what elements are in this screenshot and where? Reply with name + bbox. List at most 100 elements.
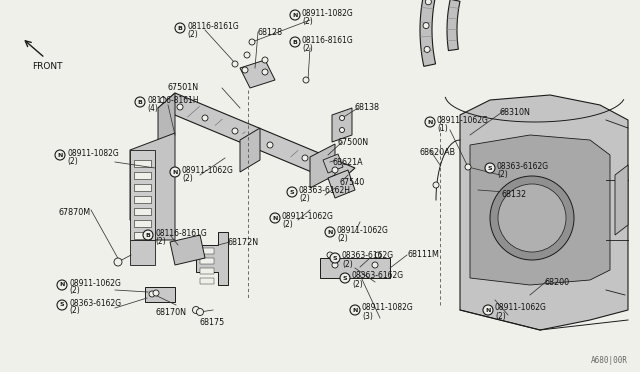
Text: N: N — [172, 170, 178, 174]
Text: (4): (4) — [147, 103, 158, 112]
Polygon shape — [134, 220, 151, 227]
Text: 08911-1062G: 08911-1062G — [182, 166, 234, 174]
Circle shape — [160, 97, 166, 103]
Circle shape — [143, 230, 153, 240]
Circle shape — [114, 258, 122, 266]
Text: 67540: 67540 — [340, 178, 365, 187]
Polygon shape — [200, 268, 214, 274]
Circle shape — [135, 97, 145, 107]
Text: 68138: 68138 — [355, 103, 380, 112]
Polygon shape — [240, 128, 260, 172]
Polygon shape — [145, 287, 175, 302]
Circle shape — [302, 155, 308, 161]
Circle shape — [490, 176, 574, 260]
Text: S: S — [290, 189, 294, 195]
Text: 08911-1082G: 08911-1082G — [302, 9, 354, 17]
Text: 68175: 68175 — [200, 318, 225, 327]
Text: (2): (2) — [302, 44, 313, 52]
Circle shape — [57, 280, 67, 290]
Circle shape — [262, 69, 268, 75]
Polygon shape — [328, 170, 355, 198]
Text: A680|00R: A680|00R — [591, 356, 628, 365]
Text: 68132: 68132 — [502, 190, 527, 199]
Polygon shape — [447, 0, 460, 51]
Circle shape — [244, 52, 250, 58]
Text: (2): (2) — [155, 237, 166, 246]
Circle shape — [242, 67, 248, 73]
Circle shape — [433, 182, 439, 188]
Text: 68170N: 68170N — [155, 308, 186, 317]
Text: S: S — [342, 276, 348, 280]
Circle shape — [193, 307, 200, 314]
Text: (2): (2) — [187, 29, 198, 38]
Text: 08911-1062G: 08911-1062G — [337, 225, 389, 234]
Circle shape — [485, 163, 495, 173]
Text: B: B — [138, 99, 143, 105]
Polygon shape — [420, 0, 438, 66]
Text: N: N — [60, 282, 65, 288]
Polygon shape — [310, 144, 335, 188]
Text: (3): (3) — [362, 311, 373, 321]
Text: 08116-8161G: 08116-8161G — [155, 228, 207, 237]
Text: 68172N: 68172N — [228, 238, 259, 247]
Text: N: N — [485, 308, 491, 312]
Polygon shape — [158, 93, 175, 148]
Text: (1): (1) — [437, 124, 448, 132]
Circle shape — [57, 300, 67, 310]
Text: 08363-6162H: 08363-6162H — [299, 186, 351, 195]
Text: 68111M: 68111M — [408, 250, 440, 259]
Circle shape — [232, 128, 238, 134]
Circle shape — [55, 150, 65, 160]
Circle shape — [267, 142, 273, 148]
Text: 08911-1062G: 08911-1062G — [282, 212, 334, 221]
Polygon shape — [134, 184, 151, 191]
Text: N: N — [327, 230, 333, 234]
Text: 08911-1082G: 08911-1082G — [67, 148, 119, 157]
Polygon shape — [240, 60, 275, 88]
Circle shape — [465, 164, 471, 170]
Text: (2): (2) — [342, 260, 353, 269]
Text: FRONT: FRONT — [32, 62, 63, 71]
Text: 68621A: 68621A — [333, 158, 364, 167]
Text: 68128: 68128 — [258, 28, 283, 37]
Text: N: N — [352, 308, 358, 312]
Circle shape — [202, 115, 208, 121]
Text: 67501N: 67501N — [168, 83, 199, 92]
Circle shape — [332, 262, 338, 268]
Circle shape — [325, 227, 335, 237]
Text: (2): (2) — [282, 219, 292, 228]
Polygon shape — [460, 95, 628, 330]
Circle shape — [232, 61, 238, 67]
Text: N: N — [58, 153, 63, 157]
Text: B: B — [177, 26, 182, 31]
Circle shape — [175, 23, 185, 33]
Circle shape — [375, 252, 381, 258]
Polygon shape — [130, 150, 155, 240]
Text: 08911-1062G: 08911-1062G — [69, 279, 121, 288]
Text: 08911-1062G: 08911-1062G — [495, 304, 547, 312]
Circle shape — [498, 184, 566, 252]
Text: 08116-8161H: 08116-8161H — [147, 96, 198, 105]
Circle shape — [262, 57, 268, 63]
Text: N: N — [272, 215, 278, 221]
Text: (2): (2) — [352, 279, 363, 289]
Circle shape — [270, 213, 280, 223]
Text: 68310N: 68310N — [500, 108, 531, 117]
Polygon shape — [200, 248, 214, 254]
Polygon shape — [170, 235, 205, 265]
Polygon shape — [130, 240, 155, 265]
Text: 08911-1082G: 08911-1082G — [362, 304, 413, 312]
Polygon shape — [200, 278, 214, 284]
Polygon shape — [196, 232, 228, 285]
Circle shape — [153, 290, 159, 296]
Circle shape — [339, 128, 344, 132]
Circle shape — [196, 308, 204, 315]
Polygon shape — [134, 232, 151, 239]
Polygon shape — [470, 135, 610, 285]
Text: 68200: 68200 — [545, 278, 570, 287]
Circle shape — [177, 104, 183, 110]
Circle shape — [350, 305, 360, 315]
Circle shape — [290, 10, 300, 20]
Circle shape — [327, 252, 333, 258]
Text: S: S — [333, 256, 337, 260]
